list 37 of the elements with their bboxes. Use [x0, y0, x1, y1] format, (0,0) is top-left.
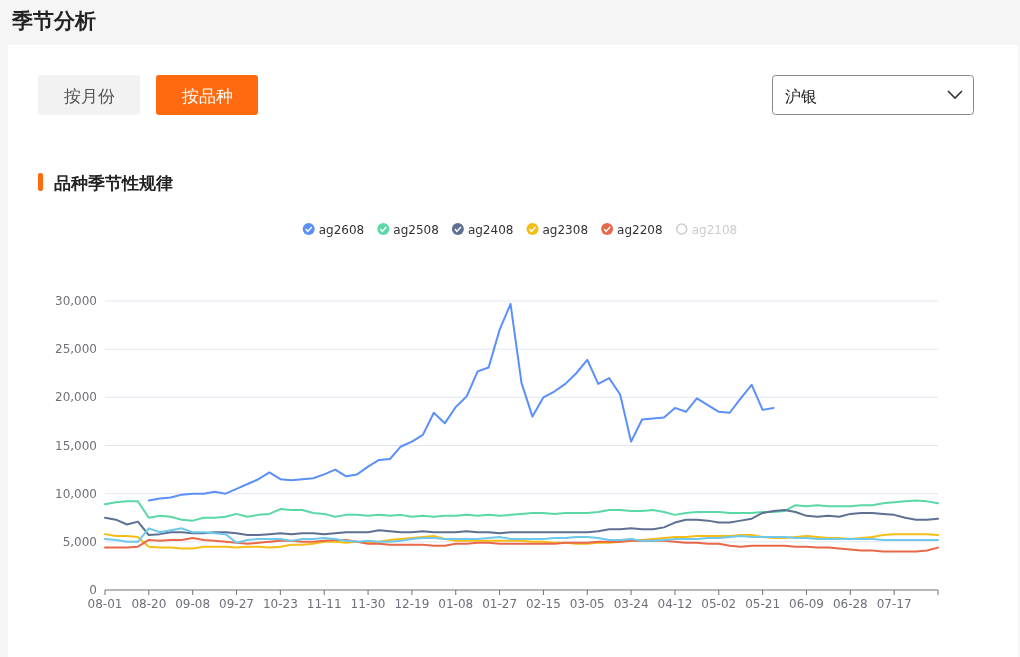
- x-tick-label: 02-15: [525, 597, 561, 611]
- y-tick-label: 25,000: [55, 342, 97, 357]
- x-tick-label: 09-08: [175, 597, 211, 611]
- legend-label: ag2408: [467, 222, 514, 237]
- y-tick-label: 10,000: [55, 486, 97, 501]
- legend-label: ag2608: [318, 222, 365, 237]
- x-tick-label: 03-05: [569, 597, 605, 611]
- chart-title: 品种季节性规律: [54, 173, 173, 193]
- y-tick-label: 5,000: [62, 534, 97, 549]
- x-tick-label: 03-24: [613, 597, 649, 611]
- line-series: [104, 509, 939, 537]
- x-tick-label: 06-09: [789, 597, 824, 611]
- line-series: [147, 302, 775, 502]
- legend-label: ag2208: [617, 222, 663, 237]
- x-tick-label: 05-02: [701, 597, 737, 611]
- line-series: [104, 527, 939, 544]
- y-tick-label: 15,000: [55, 438, 97, 453]
- legend-label: ag2508: [393, 222, 439, 237]
- x-tick-label: 10-23: [262, 597, 298, 611]
- y-tick-label: 20,000: [55, 390, 97, 405]
- x-tick-label: 05-21: [745, 597, 781, 611]
- x-tick-label: 11-11: [306, 597, 342, 611]
- line-series: [104, 499, 939, 522]
- y-tick-label: 0: [89, 583, 97, 597]
- x-tick-label: 12-19: [394, 597, 430, 611]
- x-tick-label: 04-12: [657, 597, 693, 611]
- legend-label: ag2308: [542, 222, 589, 237]
- y-tick-label: 30,000: [55, 294, 97, 308]
- x-tick-label: 08-01: [87, 597, 123, 611]
- page-controls: 季节分析 按月份 按品种 沪银: [12, 9, 974, 115]
- x-tick-label: 01-27: [482, 597, 518, 611]
- x-tick-label: 08-20: [131, 597, 167, 611]
- x-tick-label: 06-28: [832, 597, 868, 611]
- x-tick-label: 01-08: [438, 597, 474, 611]
- x-tick-label: 11-30: [350, 597, 386, 611]
- x-tick-label: 07-17: [876, 597, 912, 611]
- x-tick-label: 09-27: [219, 597, 254, 611]
